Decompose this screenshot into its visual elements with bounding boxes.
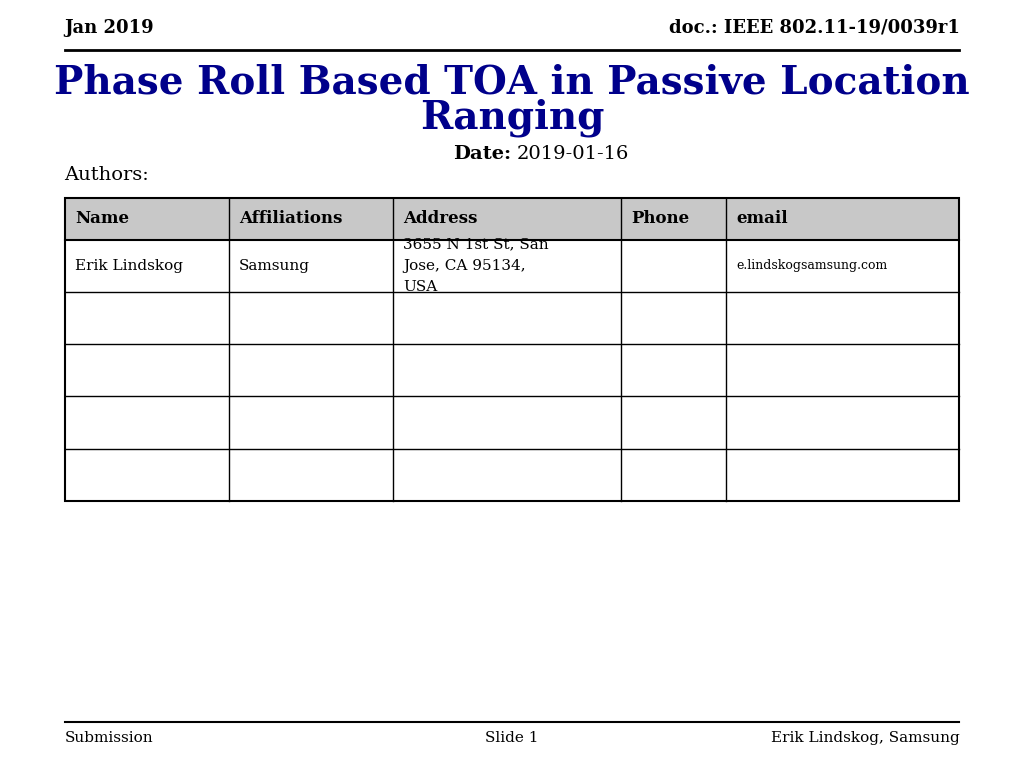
- Text: Submission: Submission: [65, 731, 154, 745]
- Text: Jose, CA 95134,: Jose, CA 95134,: [403, 259, 525, 273]
- Text: Ranging: Ranging: [420, 98, 604, 137]
- Text: Address: Address: [403, 210, 477, 227]
- Text: Erik Lindskog: Erik Lindskog: [75, 259, 182, 273]
- Text: Date:: Date:: [453, 144, 511, 163]
- Text: Samsung: Samsung: [239, 259, 310, 273]
- Text: Jan 2019: Jan 2019: [65, 19, 155, 37]
- Text: e.lindskogsamsung.com: e.lindskogsamsung.com: [736, 260, 888, 272]
- Text: Phone: Phone: [631, 210, 689, 227]
- Text: Phase Roll Based TOA in Passive Location: Phase Roll Based TOA in Passive Location: [54, 63, 970, 101]
- Text: USA: USA: [403, 280, 437, 294]
- Bar: [65, 198, 959, 240]
- Text: doc.: IEEE 802.11-19/0039r1: doc.: IEEE 802.11-19/0039r1: [669, 19, 959, 37]
- Text: Authors:: Authors:: [65, 167, 150, 184]
- Text: Slide 1: Slide 1: [485, 731, 539, 745]
- Text: 2019-01-16: 2019-01-16: [517, 144, 630, 163]
- Text: 3655 N 1st St, San: 3655 N 1st St, San: [403, 237, 549, 251]
- Text: Affiliations: Affiliations: [239, 210, 342, 227]
- Text: Erik Lindskog, Samsung: Erik Lindskog, Samsung: [771, 731, 959, 745]
- Text: email: email: [736, 210, 788, 227]
- Bar: [65, 198, 959, 501]
- Text: Name: Name: [75, 210, 129, 227]
